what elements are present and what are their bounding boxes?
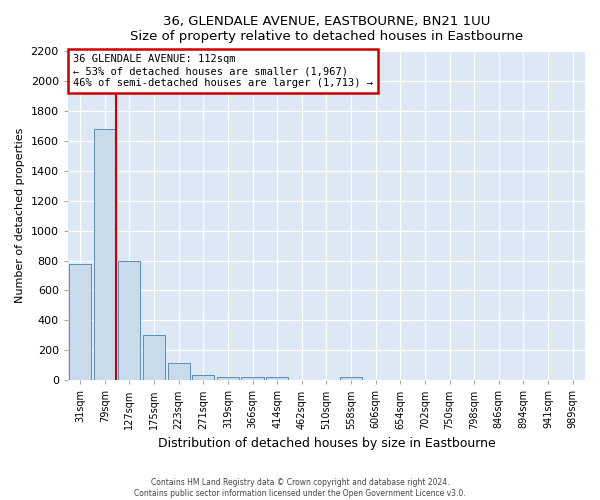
Bar — [94, 129, 116, 380]
Bar — [192, 375, 214, 380]
Bar — [167, 363, 190, 380]
X-axis label: Distribution of detached houses by size in Eastbourne: Distribution of detached houses by size … — [158, 437, 495, 450]
Bar — [118, 260, 140, 380]
Bar — [266, 378, 288, 380]
Title: 36, GLENDALE AVENUE, EASTBOURNE, BN21 1UU
Size of property relative to detached : 36, GLENDALE AVENUE, EASTBOURNE, BN21 1U… — [130, 15, 523, 43]
Bar — [340, 378, 362, 380]
Bar — [217, 376, 239, 380]
Y-axis label: Number of detached properties: Number of detached properties — [15, 128, 25, 304]
Bar — [69, 264, 91, 380]
Text: 36 GLENDALE AVENUE: 112sqm
← 53% of detached houses are smaller (1,967)
46% of s: 36 GLENDALE AVENUE: 112sqm ← 53% of deta… — [73, 54, 373, 88]
Bar — [241, 376, 263, 380]
Bar — [143, 336, 165, 380]
Text: Contains HM Land Registry data © Crown copyright and database right 2024.
Contai: Contains HM Land Registry data © Crown c… — [134, 478, 466, 498]
